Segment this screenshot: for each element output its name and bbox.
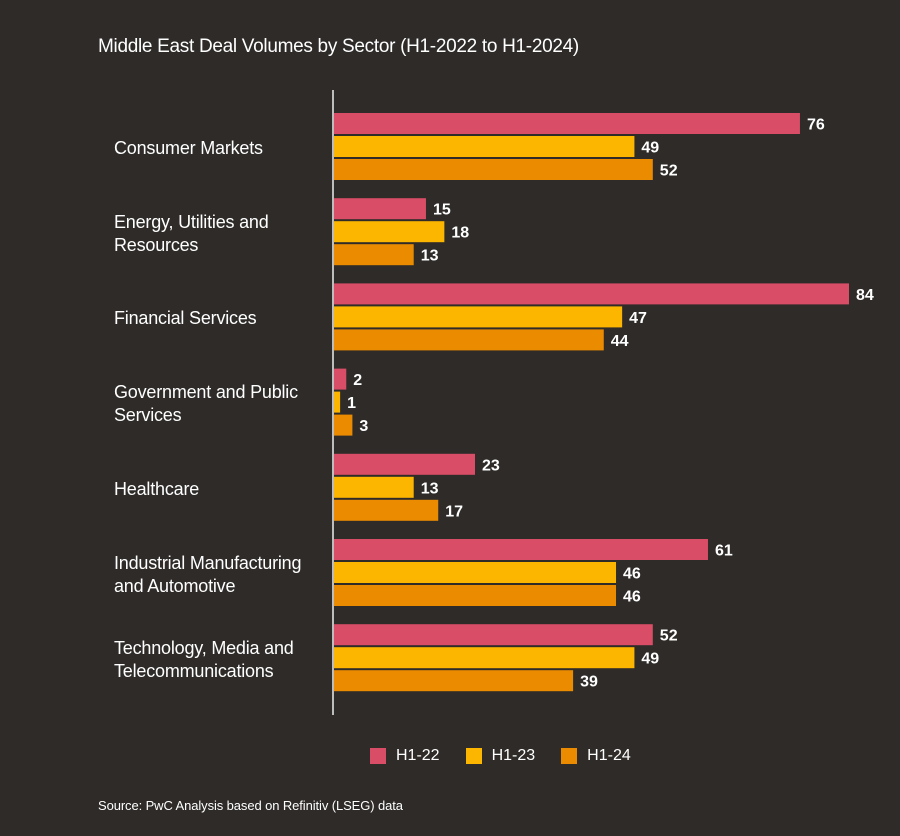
bar-h1-22 bbox=[334, 283, 849, 305]
bar-h1-24 bbox=[334, 329, 604, 351]
legend-item: H1-23 bbox=[465, 747, 536, 765]
data-label: 47 bbox=[629, 310, 647, 327]
data-label: 76 bbox=[807, 117, 825, 134]
data-label: 1 bbox=[347, 395, 356, 412]
data-label: 13 bbox=[421, 248, 439, 265]
data-label: 23 bbox=[482, 457, 500, 474]
data-label: 39 bbox=[580, 674, 598, 691]
bar-h1-24 bbox=[334, 670, 574, 692]
data-label: 52 bbox=[660, 163, 678, 180]
bar-h1-23 bbox=[334, 391, 341, 413]
bar-h1-24 bbox=[334, 159, 653, 180]
category-label-line: Industrial Manufacturing bbox=[114, 552, 302, 573]
bar-h1-22 bbox=[334, 113, 800, 134]
data-label: 44 bbox=[611, 333, 629, 350]
chart-title: Middle East Deal Volumes by Sector (H1-2… bbox=[98, 36, 579, 57]
category-label: Technology, Media and Telecommunications bbox=[114, 637, 324, 683]
bar-h1-23 bbox=[334, 221, 445, 243]
category-label: Government and Public Services bbox=[114, 381, 324, 427]
bar-h1-24 bbox=[334, 244, 414, 266]
bar-h1-22 bbox=[334, 624, 653, 646]
legend-swatch bbox=[465, 748, 482, 764]
bar-h1-23 bbox=[334, 647, 635, 669]
legend-label: H1-22 bbox=[396, 747, 440, 764]
category-label-line: Financial Services bbox=[114, 308, 257, 329]
legend: H1-22 H1-23 H1-24 bbox=[370, 747, 657, 765]
data-label: 46 bbox=[623, 589, 641, 606]
data-label: 17 bbox=[445, 503, 463, 520]
bar-h1-23 bbox=[334, 306, 623, 328]
legend-item: H1-22 bbox=[370, 747, 440, 765]
data-label: 49 bbox=[641, 651, 659, 668]
bar-h1-23 bbox=[334, 476, 414, 498]
data-label: 15 bbox=[433, 202, 451, 219]
legend-label: H1-23 bbox=[491, 747, 536, 764]
bar-h1-24 bbox=[334, 499, 439, 521]
category-label-line: Technology, Media and bbox=[114, 637, 294, 658]
category-label-line: Telecommunications bbox=[114, 660, 274, 681]
data-label: 3 bbox=[359, 418, 368, 435]
data-label: 18 bbox=[451, 225, 469, 242]
category-label-line: Energy, Utilities and bbox=[114, 211, 269, 232]
data-label: 61 bbox=[715, 543, 733, 560]
bar-h1-24 bbox=[334, 414, 353, 436]
bar-h1-23 bbox=[334, 136, 635, 157]
bar-h1-22 bbox=[334, 539, 708, 560]
data-label: 13 bbox=[421, 480, 439, 497]
bar-h1-22 bbox=[334, 453, 476, 475]
category-label: Consumer Markets bbox=[114, 137, 324, 160]
category-label-line: Consumer Markets bbox=[114, 138, 263, 158]
legend-item: H1-24 bbox=[561, 747, 631, 765]
legend-swatch bbox=[561, 748, 578, 764]
category-label: Financial Services bbox=[114, 307, 324, 330]
legend-swatch bbox=[370, 748, 386, 764]
category-label: Industrial Manufacturing and Automotive bbox=[114, 552, 324, 598]
category-label: Healthcare bbox=[114, 478, 324, 501]
category-label-line: Government and Public bbox=[114, 382, 298, 403]
source-note: Source: PwC Analysis based on Refinitiv … bbox=[98, 798, 403, 813]
data-label: 84 bbox=[856, 287, 874, 304]
bar-h1-22 bbox=[334, 368, 347, 390]
category-label-line: Services bbox=[114, 405, 182, 426]
category-label-line: and Automotive bbox=[114, 575, 236, 596]
bar-h1-24 bbox=[334, 585, 617, 606]
bar-h1-23 bbox=[334, 562, 617, 583]
data-label: 52 bbox=[660, 628, 678, 645]
data-label: 49 bbox=[641, 140, 659, 157]
legend-label: H1-24 bbox=[587, 747, 631, 764]
data-label: 46 bbox=[623, 566, 641, 583]
category-label-line: Resources bbox=[114, 234, 199, 255]
data-label: 2 bbox=[353, 372, 362, 389]
category-label-line: Healthcare bbox=[114, 478, 200, 499]
category-label: Energy, Utilities and Resources bbox=[114, 211, 324, 257]
bar-h1-22 bbox=[334, 198, 426, 220]
